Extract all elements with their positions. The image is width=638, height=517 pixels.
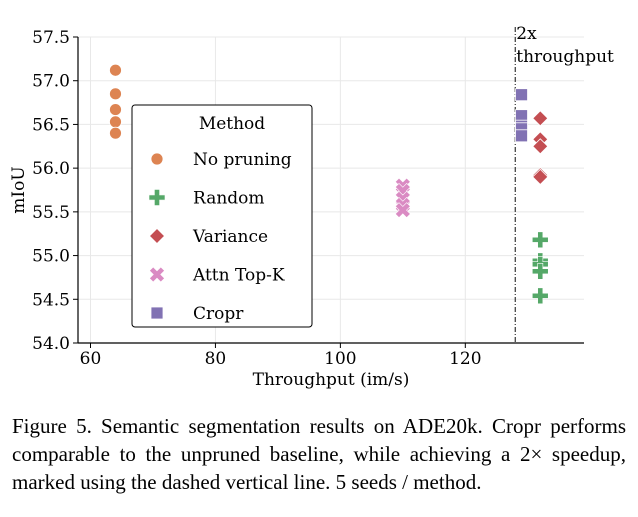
legend-label-random: Random bbox=[193, 189, 265, 209]
legend-label-attn-top-k: Attn Top-K bbox=[192, 266, 285, 286]
annotation-line2: throughput bbox=[516, 47, 614, 67]
point-cropr bbox=[515, 88, 528, 102]
x-marker-shape bbox=[149, 266, 165, 283]
x-marker-shape bbox=[394, 202, 411, 219]
y-axis-label: mIoU bbox=[9, 166, 29, 213]
legend-label-cropr: Cropr bbox=[193, 304, 244, 324]
y-tick-label: 56.0 bbox=[32, 159, 70, 179]
y-tick-label: 54.5 bbox=[32, 290, 70, 310]
point-variance bbox=[532, 168, 549, 185]
point-cropr bbox=[515, 129, 528, 143]
legend-marker-variance bbox=[148, 227, 166, 245]
scatter-chart: 60 80 100 120 54.054.555.055.556.056.557.05… bbox=[9, 24, 614, 390]
legend-title: Method bbox=[199, 114, 265, 134]
legend-label-no-pruning: No pruning bbox=[193, 150, 292, 170]
x-axis-ticks: 60 80 100 120 bbox=[80, 343, 482, 369]
point-no-pruning bbox=[109, 126, 122, 140]
legend-marker-random bbox=[148, 189, 166, 206]
point-random bbox=[531, 287, 549, 305]
figure-caption: Figure 5. Semantic segmentation results … bbox=[12, 414, 626, 494]
legend: Method No pruning Random Variance Attn Top-… bbox=[131, 104, 313, 328]
x-tick-label: 60 bbox=[80, 349, 102, 369]
point-no-pruning bbox=[109, 103, 122, 116]
data-points bbox=[109, 63, 549, 305]
x-tick-label: 80 bbox=[205, 349, 227, 369]
x-axis-label: Throughput (im/s) bbox=[253, 370, 410, 390]
annotation-line1: 2x bbox=[516, 24, 537, 44]
y-tick-label: 57.0 bbox=[32, 72, 70, 92]
legend-marker-attn-top-k bbox=[149, 266, 165, 283]
x-tick-label: 100 bbox=[324, 349, 356, 369]
point-variance bbox=[532, 110, 549, 127]
y-tick-label: 54.0 bbox=[32, 334, 70, 354]
legend-marker-cropr bbox=[150, 306, 164, 320]
y-tick-label: 57.5 bbox=[32, 28, 70, 48]
point-no-pruning bbox=[109, 115, 122, 129]
legend-box bbox=[131, 104, 313, 328]
legend-items: No pruning Random Variance Attn Top-K Cropr bbox=[148, 150, 292, 324]
point-random bbox=[531, 231, 549, 249]
point-variance bbox=[532, 138, 549, 155]
y-tick-label: 55.0 bbox=[32, 247, 70, 267]
legend-marker-no-pruning bbox=[150, 152, 164, 166]
point-no-pruning bbox=[109, 87, 122, 101]
y-axis-ticks: 54.0 54.5 55.0 55.5 56.0 56.5 57.0 57.5 bbox=[32, 28, 78, 354]
point-attn-top-k bbox=[394, 202, 411, 219]
point-no-pruning bbox=[109, 63, 122, 77]
y-tick-label: 55.5 bbox=[32, 203, 70, 223]
axes bbox=[77, 37, 584, 344]
y-tick-label: 56.5 bbox=[32, 115, 70, 135]
legend-label-variance: Variance bbox=[192, 227, 268, 247]
x-tick-label: 120 bbox=[449, 349, 481, 369]
point-random bbox=[531, 263, 549, 280]
